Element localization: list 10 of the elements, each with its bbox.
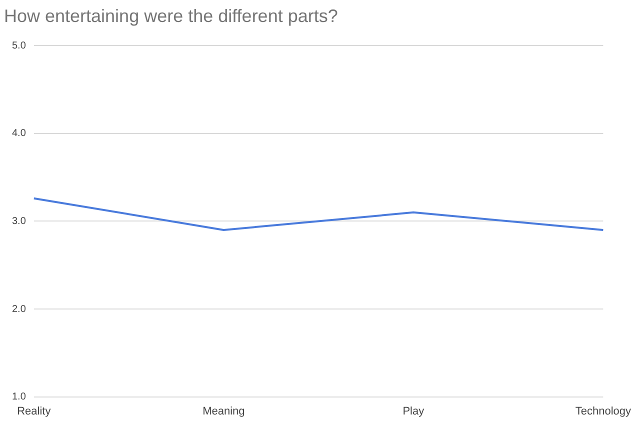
- y-tick-label: 4.0: [12, 128, 26, 140]
- y-tick-label: 1.0: [12, 392, 26, 403]
- x-tick-label: Play: [402, 405, 425, 418]
- y-tick-label: 5.0: [12, 40, 26, 52]
- x-tick-label: Technology: [575, 405, 632, 418]
- chart-title: How entertaining were the different parts?: [4, 6, 338, 26]
- y-tick-label: 3.0: [12, 216, 26, 227]
- x-tick-label: Reality: [17, 405, 52, 418]
- y-tick-label: 2.0: [12, 304, 26, 315]
- x-tick-label: Meaning: [202, 405, 245, 418]
